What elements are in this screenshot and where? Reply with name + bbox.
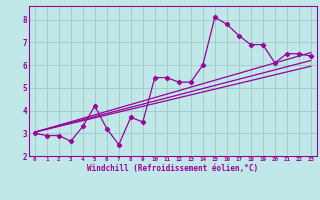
- X-axis label: Windchill (Refroidissement éolien,°C): Windchill (Refroidissement éolien,°C): [87, 164, 258, 173]
